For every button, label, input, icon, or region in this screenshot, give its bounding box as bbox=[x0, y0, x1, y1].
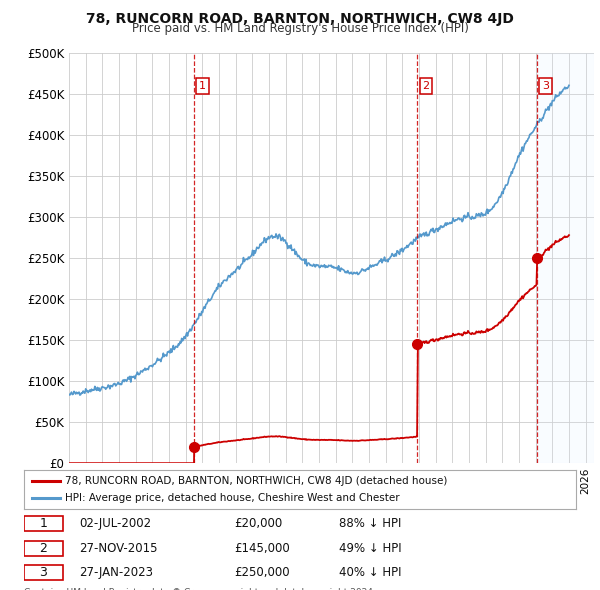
Text: 27-JAN-2023: 27-JAN-2023 bbox=[79, 566, 153, 579]
Text: 2: 2 bbox=[40, 542, 47, 555]
Text: Price paid vs. HM Land Registry's House Price Index (HPI): Price paid vs. HM Land Registry's House … bbox=[131, 22, 469, 35]
Text: £20,000: £20,000 bbox=[234, 517, 282, 530]
Text: 02-JUL-2002: 02-JUL-2002 bbox=[79, 517, 151, 530]
FancyBboxPatch shape bbox=[24, 540, 62, 556]
Text: 49% ↓ HPI: 49% ↓ HPI bbox=[338, 542, 401, 555]
Text: 1: 1 bbox=[40, 517, 47, 530]
Text: 1: 1 bbox=[199, 81, 206, 91]
Text: £250,000: £250,000 bbox=[234, 566, 289, 579]
Text: 27-NOV-2015: 27-NOV-2015 bbox=[79, 542, 158, 555]
Text: HPI: Average price, detached house, Cheshire West and Chester: HPI: Average price, detached house, Ches… bbox=[65, 493, 400, 503]
Text: £145,000: £145,000 bbox=[234, 542, 290, 555]
Text: Contains HM Land Registry data © Crown copyright and database right 2024.: Contains HM Land Registry data © Crown c… bbox=[24, 588, 376, 590]
Text: 88% ↓ HPI: 88% ↓ HPI bbox=[338, 517, 401, 530]
FancyBboxPatch shape bbox=[24, 516, 62, 531]
FancyBboxPatch shape bbox=[24, 565, 62, 580]
Text: 3: 3 bbox=[40, 566, 47, 579]
Text: 40% ↓ HPI: 40% ↓ HPI bbox=[338, 566, 401, 579]
Bar bbox=[569, 53, 594, 463]
Text: 78, RUNCORN ROAD, BARNTON, NORTHWICH, CW8 4JD: 78, RUNCORN ROAD, BARNTON, NORTHWICH, CW… bbox=[86, 12, 514, 26]
Bar bbox=[537, 53, 594, 463]
Text: 2: 2 bbox=[422, 81, 430, 91]
Text: 78, RUNCORN ROAD, BARNTON, NORTHWICH, CW8 4JD (detached house): 78, RUNCORN ROAD, BARNTON, NORTHWICH, CW… bbox=[65, 476, 448, 486]
Text: 3: 3 bbox=[542, 81, 549, 91]
